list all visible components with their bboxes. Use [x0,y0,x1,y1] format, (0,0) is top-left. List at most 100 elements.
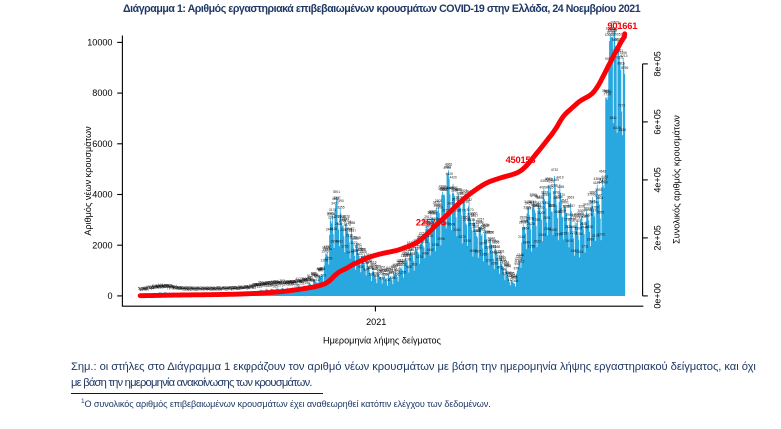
svg-text:2731: 2731 [521,219,529,223]
svg-text:100: 100 [151,286,157,290]
svg-text:30: 30 [202,286,206,290]
svg-text:779: 779 [388,269,394,273]
svg-text:Ημερομηνία λήψης δείγματος: Ημερομηνία λήψης δείγματος [323,336,441,346]
svg-text:24: 24 [220,287,224,291]
svg-text:9875: 9875 [615,38,623,42]
svg-text:409: 409 [309,278,315,282]
svg-text:3329: 3329 [548,204,556,208]
svg-text:223: 223 [260,282,266,286]
svg-text:330: 330 [285,280,291,284]
svg-text:3440: 3440 [462,200,470,204]
svg-text:7271: 7271 [618,104,626,108]
svg-text:4000: 4000 [92,190,112,200]
svg-text:3993: 3993 [595,188,603,192]
svg-text:278: 278 [270,280,276,284]
svg-text:841: 841 [320,267,326,271]
svg-text:508: 508 [374,274,380,278]
svg-text:807: 807 [318,268,324,272]
svg-text:2021: 2021 [366,317,386,327]
svg-text:30: 30 [201,286,205,290]
svg-text:1475: 1475 [346,251,354,255]
svg-text:1960: 1960 [491,239,499,243]
svg-text:129: 129 [250,285,256,289]
svg-text:72: 72 [156,286,160,290]
svg-text:1395: 1395 [403,254,411,258]
svg-text:2978: 2978 [585,213,593,217]
svg-text:1688: 1688 [493,245,501,249]
svg-text:2759: 2759 [533,218,541,222]
svg-text:1587: 1587 [571,249,579,253]
svg-text:190: 190 [283,283,289,287]
svg-text:487: 487 [379,276,385,280]
svg-text:792: 792 [318,268,324,272]
svg-text:3901: 3901 [333,190,341,194]
svg-text:0: 0 [107,291,112,301]
svg-text:3109: 3109 [559,210,567,214]
svg-text:2445: 2445 [581,225,589,229]
svg-text:3811: 3811 [459,191,466,195]
svg-text:6000: 6000 [92,139,112,149]
svg-text:2757: 2757 [477,218,485,222]
svg-text:25: 25 [142,287,146,291]
svg-text:56: 56 [235,285,239,289]
svg-text:285: 285 [273,280,279,284]
svg-text:2297: 2297 [349,229,357,233]
svg-text:9461: 9461 [616,49,624,53]
svg-text:3502: 3502 [435,199,443,203]
svg-text:839: 839 [373,267,379,271]
svg-text:362: 362 [304,278,310,282]
svg-text:189: 189 [254,284,260,288]
svg-text:8e+05: 8e+05 [653,51,663,77]
svg-text:649: 649 [389,271,395,275]
svg-text:425: 425 [305,277,311,281]
svg-text:2174: 2174 [592,234,600,238]
svg-text:3398: 3398 [531,203,539,207]
svg-text:2e+05: 2e+05 [653,225,663,251]
svg-text:313: 313 [295,279,301,283]
svg-text:3547: 3547 [561,199,569,203]
svg-text:139: 139 [164,283,170,287]
svg-text:904: 904 [505,264,511,268]
svg-text:1278: 1278 [416,255,424,259]
svg-text:128: 128 [158,284,164,288]
svg-text:3618: 3618 [452,197,460,201]
svg-text:417: 417 [315,278,321,282]
svg-text:25: 25 [225,286,229,290]
svg-text:3769: 3769 [587,192,595,196]
svg-text:784: 784 [316,267,322,271]
svg-text:252: 252 [276,281,282,285]
svg-text:1143: 1143 [500,259,507,263]
svg-text:1478: 1478 [494,252,502,256]
svg-text:9: 9 [139,288,141,292]
svg-text:21: 21 [188,288,192,292]
svg-text:6811: 6811 [610,116,617,120]
svg-text:250: 250 [305,281,311,285]
svg-text:2473: 2473 [425,225,433,229]
svg-text:74: 74 [148,287,152,291]
svg-text:200: 200 [266,284,272,288]
svg-text:316: 316 [280,280,286,284]
svg-text:636: 636 [509,272,515,276]
svg-text:2713: 2713 [572,219,580,223]
svg-text:2464: 2464 [522,227,530,231]
svg-text:78: 78 [171,285,175,289]
svg-text:2609: 2609 [448,222,456,226]
svg-text:593: 593 [369,273,375,277]
svg-text:27: 27 [199,287,203,291]
svg-text:1161: 1161 [396,259,403,263]
svg-text:93: 93 [252,286,256,290]
svg-text:2898: 2898 [338,215,346,219]
svg-text:1960: 1960 [587,238,595,242]
svg-text:616: 616 [312,273,318,277]
svg-text:2765: 2765 [339,219,347,223]
svg-text:75: 75 [161,285,165,289]
svg-text:1693: 1693 [485,246,493,250]
svg-text:37: 37 [191,287,195,291]
svg-text:3357: 3357 [568,204,576,208]
svg-text:8916: 8916 [617,61,625,65]
svg-text:4189: 4189 [593,181,601,185]
svg-text:4365: 4365 [552,178,560,182]
svg-text:54: 54 [151,286,155,290]
svg-text:1600: 1600 [427,248,435,252]
svg-text:39: 39 [216,286,220,290]
